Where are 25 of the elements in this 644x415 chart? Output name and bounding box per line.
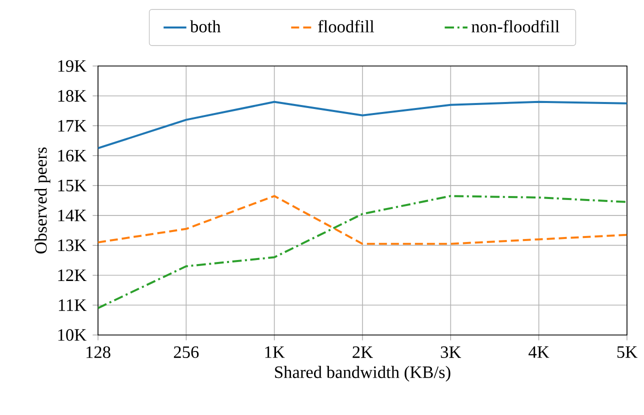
- x-tick-label: 1K: [265, 346, 285, 358]
- y-tick-label: 17K: [58, 120, 86, 132]
- legend-label: both: [190, 20, 221, 32]
- x-tick-label: 3K: [440, 346, 462, 358]
- x-tick-label: 5K: [617, 346, 638, 358]
- y-axis-title: Observed peers: [34, 147, 50, 254]
- y-tick-label: 10K: [58, 329, 86, 341]
- x-tick-label: 4K: [528, 346, 550, 358]
- x-axis-title: Shared bandwidth (KB/s): [275, 366, 450, 382]
- line-series: [98, 195, 627, 310]
- legend-label: non-floodfill: [472, 20, 560, 32]
- y-tick-label: 19K: [58, 60, 86, 72]
- x-tick-label: 2K: [352, 346, 373, 358]
- y-tick-label: 12K: [58, 269, 86, 281]
- x-tick-label: 256: [174, 346, 199, 358]
- y-tick-label: 16K: [58, 150, 86, 162]
- y-tick-label: 13K: [58, 240, 86, 252]
- y-tick-label: 11K: [58, 299, 86, 311]
- legend-label: floodfill: [318, 20, 374, 32]
- x-tick-label: 128: [86, 346, 110, 358]
- line-series: [98, 100, 627, 150]
- line-series: [98, 195, 627, 245]
- y-tick-label: 15K: [58, 180, 86, 192]
- y-tick-label: 18K: [58, 90, 86, 102]
- y-tick-label: 14K: [58, 210, 86, 222]
